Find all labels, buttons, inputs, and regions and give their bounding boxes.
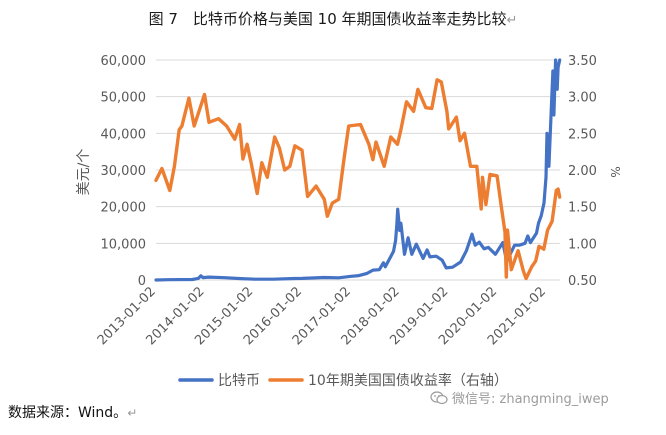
y-tick-label: 20,000 [101,201,147,216]
x-axis-ticks: 2013-01-022014-01-022015-01-022016-01-02… [95,284,549,348]
y-tick-label: 60,000 [101,54,147,69]
data-source-text: 数据来源：Wind。 [8,405,128,421]
treasury-yield-line [154,78,562,281]
y-tick-label: 50,000 [101,91,147,106]
y2-tick-label: 3.50 [568,54,597,69]
return-mark: ↵ [127,406,138,420]
left-axis-ticks: 0 10,000 20,000 30,000 40,000 50,000 60,000 [101,54,147,289]
y2-tick-label: 1.00 [568,237,597,252]
wechat-icon [430,391,448,405]
gridlines [156,59,560,281]
watermark-text: 微信号: zhangming_iwep [452,392,609,407]
y2-tick-label: 2.50 [568,127,597,142]
data-source-note: 数据来源：Wind。↵ [8,402,137,422]
series-lines [154,58,562,282]
legend: 比特币 10年期美国国债收益率（右轴） [178,372,508,389]
bitcoin-price-line [154,58,562,282]
right-axis-label: % [608,166,622,177]
right-axis-ticks: 0.50 1.00 1.50 2.00 2.50 3.00 3.50 [568,54,597,289]
return-mark: ↵ [506,13,518,28]
y2-tick-label: 1.50 [568,201,597,216]
y-tick-label: 0 [138,274,146,289]
y-tick-label: 30,000 [101,164,147,179]
y2-tick-label: 2.00 [568,164,597,179]
wechat-watermark: 微信号: zhangming_iwep [430,388,609,407]
chart-title-text: 图 7 比特币价格与美国 10 年期国债收益率走势比较 [148,10,507,28]
y-tick-label: 10,000 [101,237,147,252]
y2-tick-label: 3.00 [568,91,597,106]
legend-label-bitcoin: 比特币 [218,373,260,389]
chart-title: 图 7 比特币价格与美国 10 年期国债收益率走势比较↵ [0,8,666,29]
y-tick-label: 40,000 [101,127,147,142]
legend-label-yield: 10年期美国国债收益率（右轴） [308,372,508,389]
y2-tick-label: 0.50 [568,274,597,289]
left-axis-label: 美元/个 [76,149,92,196]
